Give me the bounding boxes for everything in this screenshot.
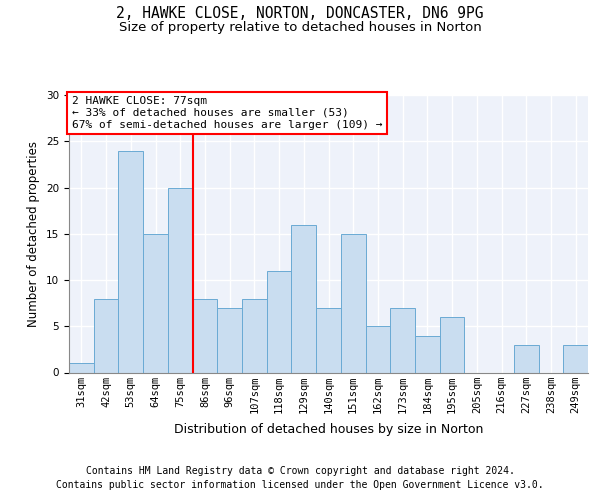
Bar: [242, 298, 267, 372]
Bar: [440, 317, 464, 372]
Bar: [292, 224, 316, 372]
Y-axis label: Number of detached properties: Number of detached properties: [28, 141, 40, 327]
Bar: [390, 308, 415, 372]
Text: 2 HAWKE CLOSE: 77sqm
← 33% of detached houses are smaller (53)
67% of semi-detac: 2 HAWKE CLOSE: 77sqm ← 33% of detached h…: [71, 96, 382, 130]
Bar: [168, 188, 193, 372]
Bar: [316, 308, 341, 372]
Text: Contains public sector information licensed under the Open Government Licence v3: Contains public sector information licen…: [56, 480, 544, 490]
Bar: [94, 298, 118, 372]
Bar: [118, 150, 143, 372]
Text: Size of property relative to detached houses in Norton: Size of property relative to detached ho…: [119, 21, 481, 34]
Text: Contains HM Land Registry data © Crown copyright and database right 2024.: Contains HM Land Registry data © Crown c…: [86, 466, 514, 476]
Bar: [514, 345, 539, 372]
Bar: [143, 234, 168, 372]
Bar: [563, 345, 588, 372]
Text: 2, HAWKE CLOSE, NORTON, DONCASTER, DN6 9PG: 2, HAWKE CLOSE, NORTON, DONCASTER, DN6 9…: [116, 6, 484, 21]
Text: Distribution of detached houses by size in Norton: Distribution of detached houses by size …: [174, 422, 484, 436]
Bar: [217, 308, 242, 372]
Bar: [267, 271, 292, 372]
Bar: [69, 363, 94, 372]
Bar: [341, 234, 365, 372]
Bar: [415, 336, 440, 372]
Bar: [365, 326, 390, 372]
Bar: [193, 298, 217, 372]
